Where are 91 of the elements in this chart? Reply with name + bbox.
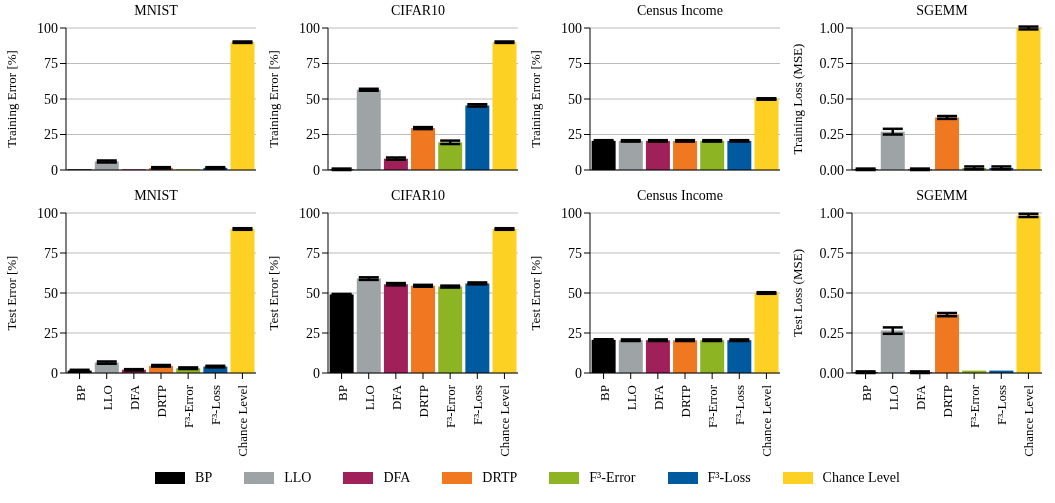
y-tick-label: 0.00 xyxy=(819,365,844,381)
y-tick-label: 75 xyxy=(44,56,58,72)
chart-title: Census Income xyxy=(636,2,724,20)
x-tick-label: F³-Error xyxy=(966,384,982,428)
x-tick-label: DFA xyxy=(912,384,928,411)
x-tick-label: DFA xyxy=(650,384,666,411)
y-tick-label: 50 xyxy=(568,91,582,107)
y-tick-label: 0 xyxy=(313,162,320,178)
y-tick-label: 50 xyxy=(306,285,320,301)
y-axis-title: Test Loss (MSE) xyxy=(789,249,805,337)
y-tick-label: 25 xyxy=(568,127,582,143)
chart-title: SGEMM xyxy=(915,2,969,20)
y-tick-label: 0.50 xyxy=(819,91,844,107)
y-axis-title: Test Error [%] xyxy=(3,255,19,331)
y-tick-label: 0 xyxy=(51,365,58,381)
x-tick-label: F³-Loss xyxy=(469,385,485,426)
y-tick-label: 100 xyxy=(299,205,320,221)
y-axis-title: Training Error [%] xyxy=(527,50,543,148)
category-label: DFA xyxy=(383,470,411,485)
x-tick-label: BP xyxy=(72,385,88,401)
y-tick-label: 25 xyxy=(306,127,320,143)
y-tick-label: 50 xyxy=(44,91,58,107)
y-tick-label: 75 xyxy=(306,56,320,72)
x-tick-label: BP xyxy=(858,385,874,401)
y-tick-label: 0.50 xyxy=(819,285,844,301)
y-tick-label: 0.75 xyxy=(819,56,844,72)
y-tick-label: 100 xyxy=(561,20,582,36)
y-tick-label: 50 xyxy=(568,285,582,301)
y-tick-label: 100 xyxy=(37,205,58,221)
y-tick-label: 75 xyxy=(568,245,582,261)
y-tick-label: 75 xyxy=(568,56,582,72)
y-tick-label: 0 xyxy=(51,162,58,178)
y-axis-title: Test Error [%] xyxy=(265,255,281,331)
x-tick-label: BP xyxy=(334,385,350,401)
x-tick-label: DRTP xyxy=(415,385,431,418)
chart-title: MNIST xyxy=(133,187,179,205)
y-axis-title: Training Error [%] xyxy=(3,50,19,148)
y-tick-label: 0 xyxy=(313,365,320,381)
y-axis-title: Training Error [%] xyxy=(265,50,281,148)
category-label: DRTP xyxy=(482,470,518,485)
chart-title: CIFAR10 xyxy=(389,187,447,205)
x-tick-label: Chance Level xyxy=(234,384,250,457)
y-axis-title: Test Error [%] xyxy=(527,255,543,331)
x-tick-label: DRTP xyxy=(153,385,169,418)
y-tick-label: 25 xyxy=(568,325,582,341)
x-tick-label: F³-Loss xyxy=(993,385,1009,426)
category-label: Chance Level xyxy=(822,470,900,485)
category-label: F³-Loss xyxy=(707,470,751,485)
x-tick-label: LLO xyxy=(99,385,115,411)
y-tick-label: 25 xyxy=(44,127,58,143)
x-tick-label: LLO xyxy=(623,385,639,411)
y-tick-label: 50 xyxy=(44,285,58,301)
x-tick-label: F³-Error xyxy=(704,384,720,428)
category-label: F³-Error xyxy=(589,470,636,485)
x-tick-label: DFA xyxy=(126,384,142,411)
y-tick-label: 75 xyxy=(306,245,320,261)
y-tick-label: 25 xyxy=(306,325,320,341)
x-tick-label: DRTP xyxy=(677,385,693,418)
y-tick-label: 0.00 xyxy=(819,162,844,178)
x-tick-label: F³-Loss xyxy=(731,385,747,426)
y-tick-label: 1.00 xyxy=(819,205,844,221)
y-tick-label: 75 xyxy=(44,245,58,261)
x-tick-label: F³-Error xyxy=(442,384,458,428)
x-tick-label: BP xyxy=(596,385,612,401)
chart-title: Census Income xyxy=(636,187,724,205)
x-tick-label: DRTP xyxy=(939,385,955,418)
x-tick-label: DFA xyxy=(388,384,404,411)
category-label: LLO xyxy=(284,470,312,485)
y-tick-label: 0.75 xyxy=(819,245,844,261)
y-tick-label: 0 xyxy=(575,365,582,381)
y-axis-title: Training Loss (MSE) xyxy=(789,43,805,155)
category-label: BP xyxy=(195,470,213,485)
y-tick-label: 0.25 xyxy=(819,325,844,341)
y-tick-label: 25 xyxy=(44,325,58,341)
chart-title: CIFAR10 xyxy=(389,2,447,20)
y-tick-label: 50 xyxy=(306,91,320,107)
y-tick-label: 100 xyxy=(561,205,582,221)
y-tick-label: 0.25 xyxy=(819,127,844,143)
x-tick-label: F³-Loss xyxy=(207,385,223,426)
y-tick-label: 1.00 xyxy=(819,20,844,36)
y-tick-label: 0 xyxy=(575,162,582,178)
x-tick-label: LLO xyxy=(885,385,901,411)
x-tick-label: Chance Level xyxy=(1020,384,1036,457)
y-tick-label: 100 xyxy=(299,20,320,36)
x-tick-label: LLO xyxy=(361,385,377,411)
chart-title: SGEMM xyxy=(915,187,969,205)
x-tick-label: Chance Level xyxy=(496,384,512,457)
chart-title: MNIST xyxy=(133,2,179,20)
x-tick-label: Chance Level xyxy=(758,384,774,457)
x-tick-label: F³-Error xyxy=(180,384,196,428)
y-tick-label: 100 xyxy=(37,20,58,36)
